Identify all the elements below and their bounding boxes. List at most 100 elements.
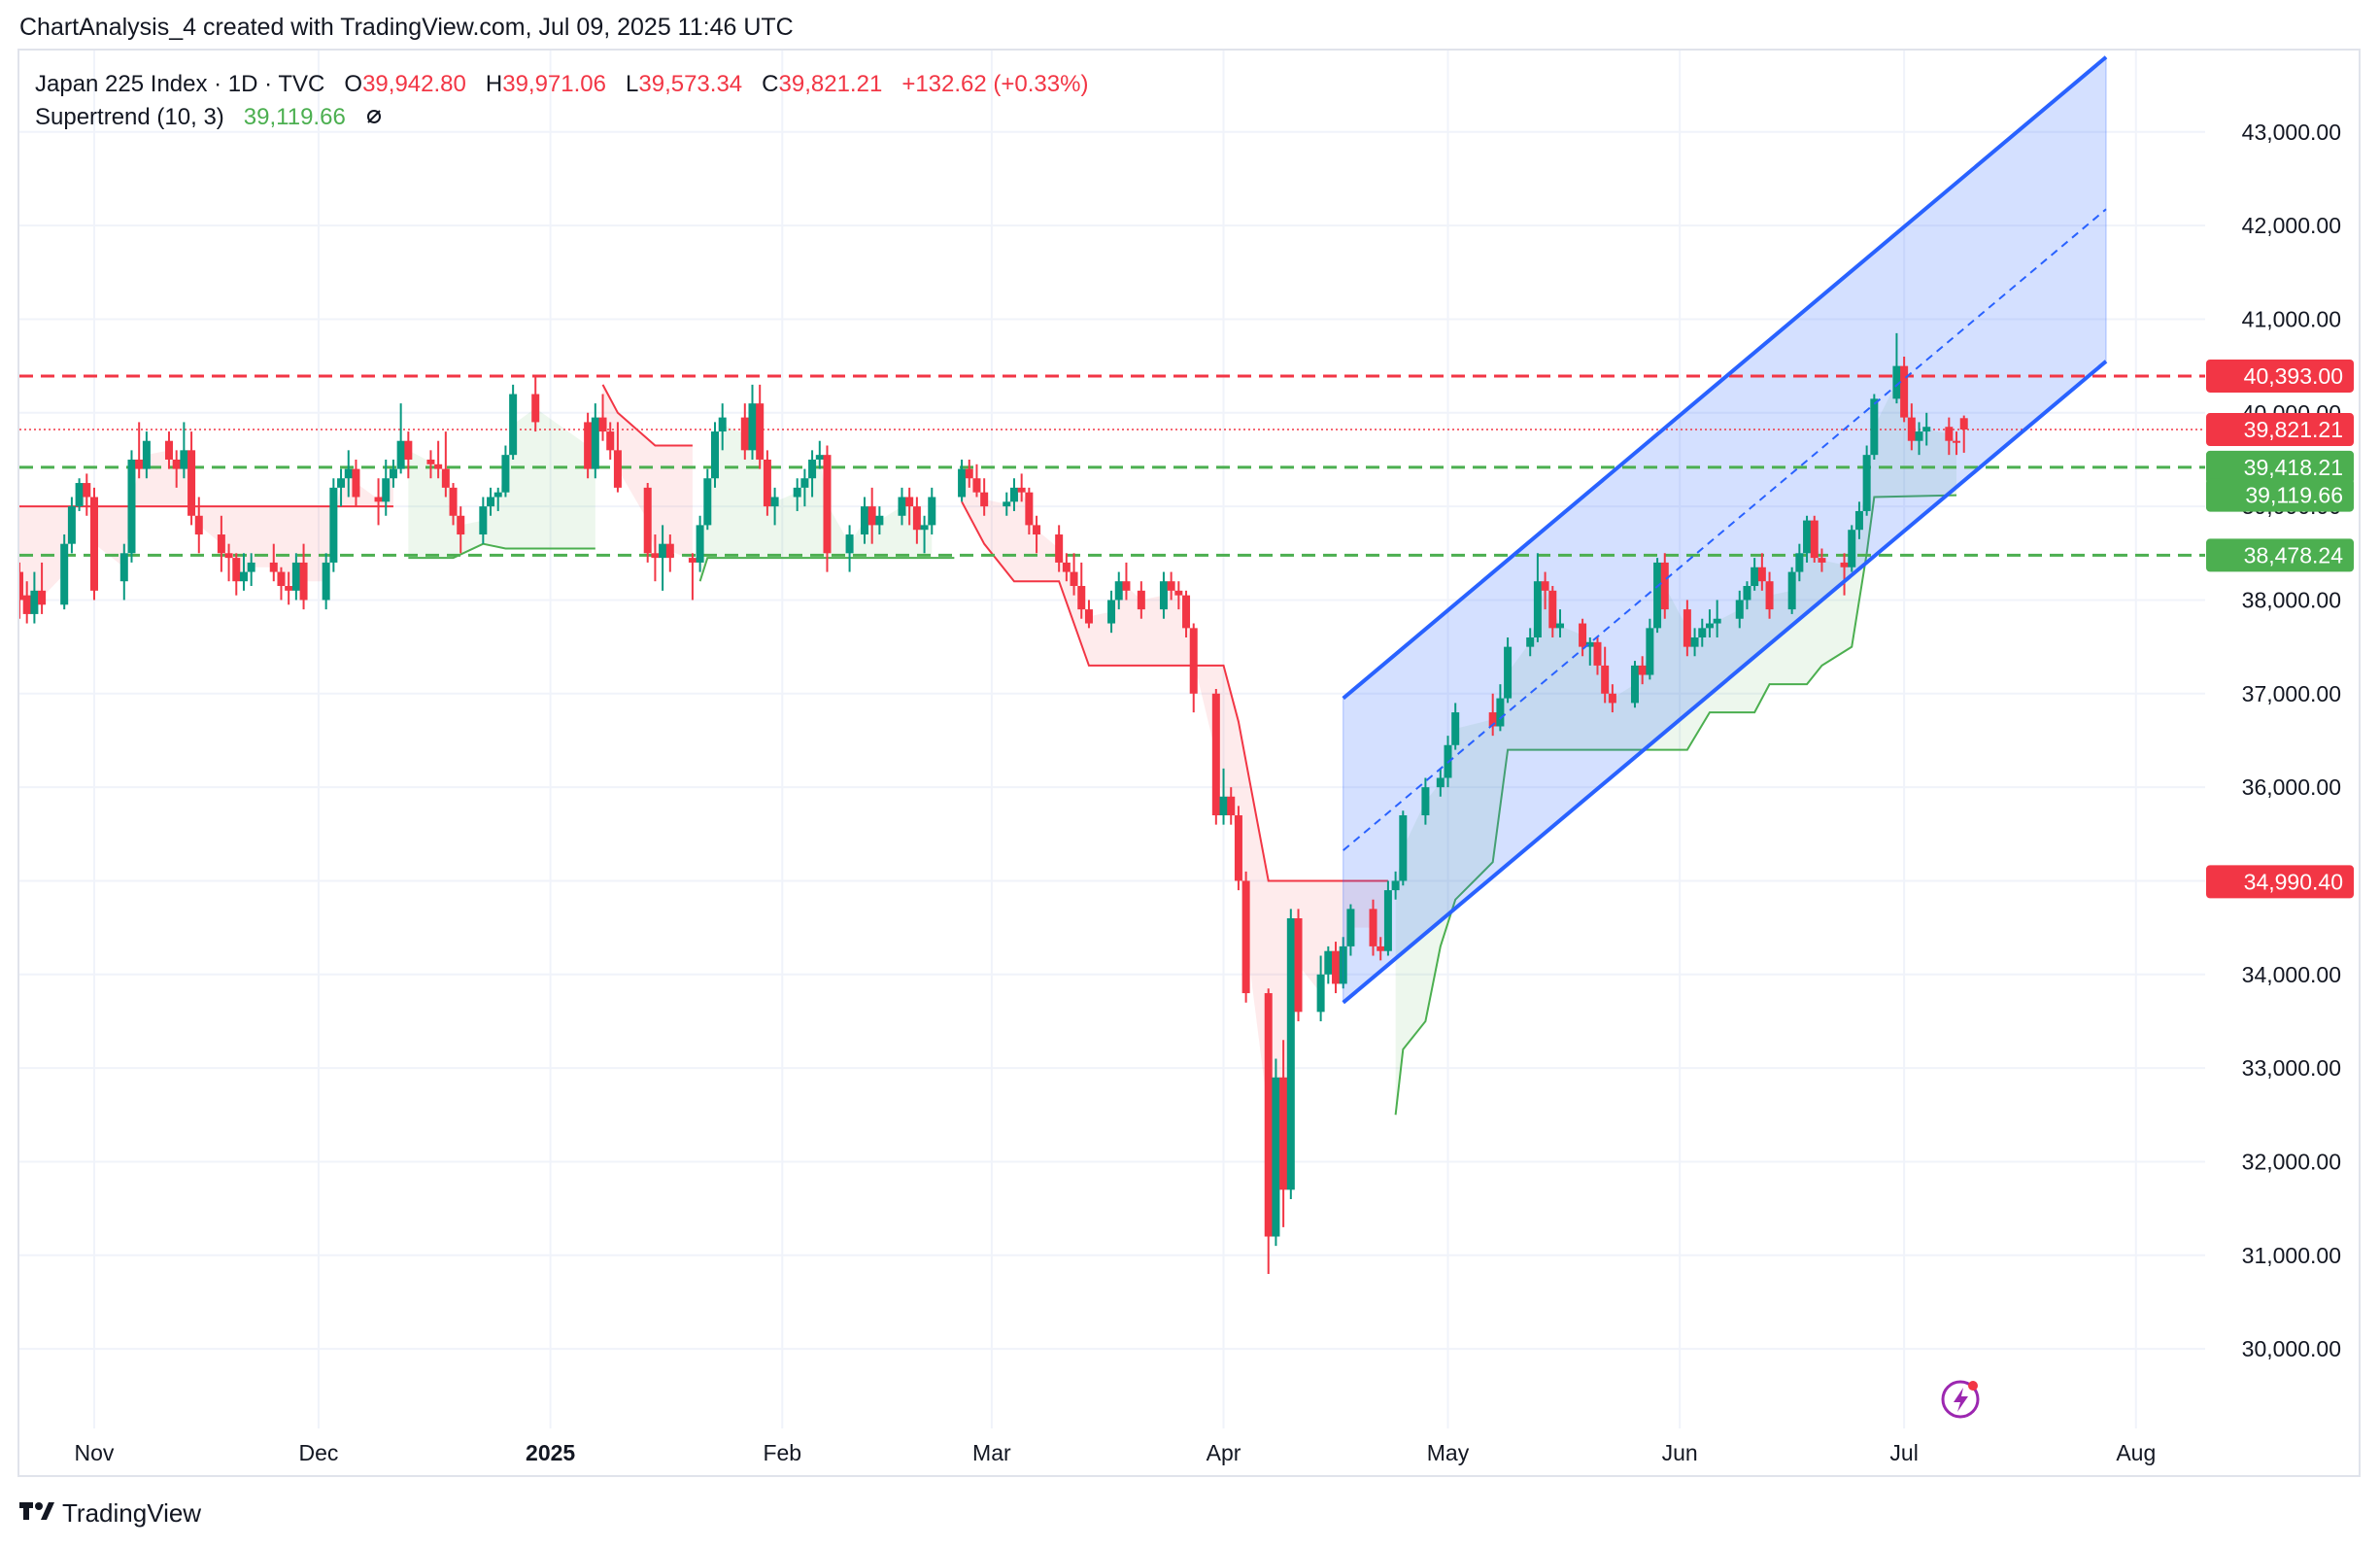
tradingview-logo-icon [19, 1498, 54, 1529]
candle [89, 487, 98, 601]
symbol-label[interactable]: Japan 225 Index · 1D · TVC [35, 71, 325, 97]
indicator-row[interactable]: Supertrend (10, 3) 39,119.66 [35, 101, 1088, 135]
price-tag: 39,821.21 [2206, 413, 2354, 447]
candle [980, 478, 989, 516]
indicator-label[interactable]: Supertrend (10, 3) [35, 104, 224, 130]
ohlc-row[interactable]: Japan 225 Index · 1D · TVC O39,942.80 H3… [35, 68, 1088, 101]
candle [1399, 810, 1408, 886]
price-tags: 40,393.00 39,821.21 39,418.21 39,119.66 38,4… [2206, 359, 2354, 899]
candle-body [291, 562, 300, 591]
candle-body [1900, 365, 1909, 418]
x-tick-label: Nov [75, 1440, 115, 1465]
candle-body [1055, 534, 1064, 563]
candle-body [164, 440, 173, 460]
candle [1332, 942, 1341, 994]
candle-body [344, 468, 353, 479]
candle [1316, 955, 1325, 1021]
candle [898, 487, 906, 526]
candle-body [1383, 890, 1392, 951]
candle-body [1548, 590, 1557, 629]
candle [651, 534, 660, 582]
candle-body [1959, 418, 1968, 430]
candle-body [920, 525, 929, 531]
candle-body [22, 595, 31, 614]
candle-body [1862, 455, 1871, 511]
candle [800, 468, 809, 507]
brand-name: TradingView [62, 1498, 202, 1528]
candle [1810, 515, 1819, 563]
candle [823, 445, 832, 572]
supertrend-line-up [698, 557, 955, 582]
candle [344, 450, 353, 498]
candle-body [1003, 501, 1011, 507]
candle [1003, 492, 1011, 516]
candle-body [875, 515, 884, 526]
candle [665, 534, 674, 572]
candle [1421, 777, 1430, 825]
candle-body [531, 394, 540, 423]
candle-body [1765, 581, 1774, 610]
candle-body [965, 468, 973, 479]
candle-body [1017, 487, 1026, 493]
candle [285, 571, 293, 605]
candle [479, 497, 488, 544]
candle-body [1907, 417, 1916, 441]
candle-body [1593, 641, 1602, 666]
candle [1272, 1058, 1280, 1247]
candle [1608, 684, 1616, 713]
candle [1009, 478, 1018, 511]
candle-body [1451, 712, 1460, 745]
candle [972, 464, 981, 498]
candle [1436, 768, 1445, 797]
candle-body [980, 492, 989, 507]
candle-body [1234, 815, 1242, 881]
candle [60, 534, 69, 610]
candle [187, 431, 196, 526]
eye-off-icon[interactable] [365, 102, 383, 135]
candle [172, 450, 181, 488]
candle [1241, 871, 1250, 1003]
y-tick-label: 30,000.00 [2242, 1336, 2341, 1361]
supertrend-fill [962, 473, 1388, 1157]
candle-body [142, 440, 151, 469]
candle [1854, 501, 1863, 539]
candle [1630, 661, 1639, 708]
x-tick-label: Apr [1207, 1440, 1241, 1465]
candle [1922, 412, 1931, 446]
candle-body [1870, 398, 1879, 456]
candle-body [1211, 693, 1220, 816]
candle-body [322, 562, 330, 601]
x-tick-label: Aug [2116, 1440, 2156, 1465]
candle-body [1272, 1077, 1280, 1237]
candle [1167, 571, 1175, 601]
candle-body [1219, 796, 1228, 816]
candle [1122, 562, 1131, 601]
candle-body [1854, 510, 1863, 531]
candle-body [1421, 787, 1430, 816]
candle [1114, 571, 1123, 610]
candles [19, 332, 1968, 1275]
candle-body [1062, 562, 1071, 572]
tradingview-brand[interactable]: TradingView [19, 1498, 201, 1529]
candle-body [1009, 487, 1018, 502]
candle-body [1332, 950, 1341, 984]
candle-body [89, 497, 98, 591]
candle [1795, 543, 1804, 582]
x-tick-label: Mar [972, 1440, 1011, 1465]
open-label: O [344, 71, 363, 97]
candle-body [1787, 571, 1796, 610]
candle-body [1953, 440, 1961, 443]
candle [224, 543, 233, 582]
candle-body [1892, 365, 1901, 399]
candle [860, 497, 868, 544]
candle [1787, 567, 1796, 614]
candle-body [1660, 562, 1669, 610]
candle-body [1227, 796, 1236, 816]
candle-body [382, 478, 391, 502]
candle [1840, 553, 1849, 596]
candle-body [180, 450, 188, 469]
candle-body [1241, 880, 1250, 994]
candle [322, 553, 330, 610]
candle [269, 543, 278, 582]
